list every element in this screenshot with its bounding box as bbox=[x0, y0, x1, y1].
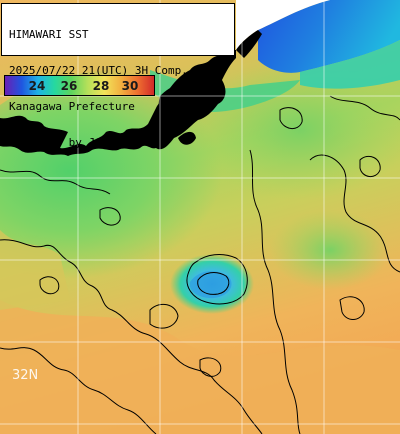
sst-green-zone-southeast bbox=[270, 210, 390, 290]
contour-blob-e bbox=[39, 276, 60, 295]
contour-blob-f bbox=[339, 296, 365, 320]
sst-cool-northeast-edge bbox=[300, 40, 400, 89]
coastline-land bbox=[0, 50, 236, 156]
latitude-label: 32N bbox=[12, 368, 39, 383]
contour-west bbox=[0, 169, 111, 195]
temperature-colorbar: 24 26 28 30 bbox=[4, 75, 155, 96]
colorbar-tick: 26 bbox=[60, 79, 78, 93]
sst-cold-northeast bbox=[258, 0, 400, 73]
colorbar-tick: 28 bbox=[92, 79, 110, 93]
contour-central bbox=[249, 149, 301, 434]
contour-eddy-inner bbox=[197, 272, 230, 295]
map-info-box: HIMAWARI SST 2025/07/22 21(UTC) 3H Comp.… bbox=[1, 3, 235, 149]
contour-blob-b bbox=[279, 107, 303, 129]
no-data-region bbox=[236, 0, 330, 50]
info-timestamp: 2025/07/22 21(UTC) 3H Comp. bbox=[9, 64, 188, 77]
colorbar-tick: 24 bbox=[28, 79, 46, 93]
colorbar-tick: 30 bbox=[121, 79, 139, 93]
info-source: supplied by JAXA bbox=[9, 136, 115, 149]
info-title: HIMAWARI SST bbox=[9, 28, 89, 41]
contour-blob-a bbox=[149, 303, 179, 329]
contour-eddy-outer bbox=[186, 254, 248, 305]
contour-northeast bbox=[329, 95, 400, 121]
contour-blob-c bbox=[359, 155, 381, 177]
contour-blob-g bbox=[199, 357, 222, 377]
peninsula-land bbox=[158, 84, 183, 120]
contour-east bbox=[309, 154, 400, 273]
colorbar-fill bbox=[5, 76, 154, 95]
sst-warm-west bbox=[0, 230, 70, 310]
contour-blob-d bbox=[99, 207, 121, 226]
contour-southwest bbox=[0, 239, 263, 434]
info-region: Kanagawa Prefecture bbox=[9, 100, 135, 113]
land-fragment bbox=[178, 131, 196, 145]
colorbar-gradient bbox=[5, 76, 154, 95]
